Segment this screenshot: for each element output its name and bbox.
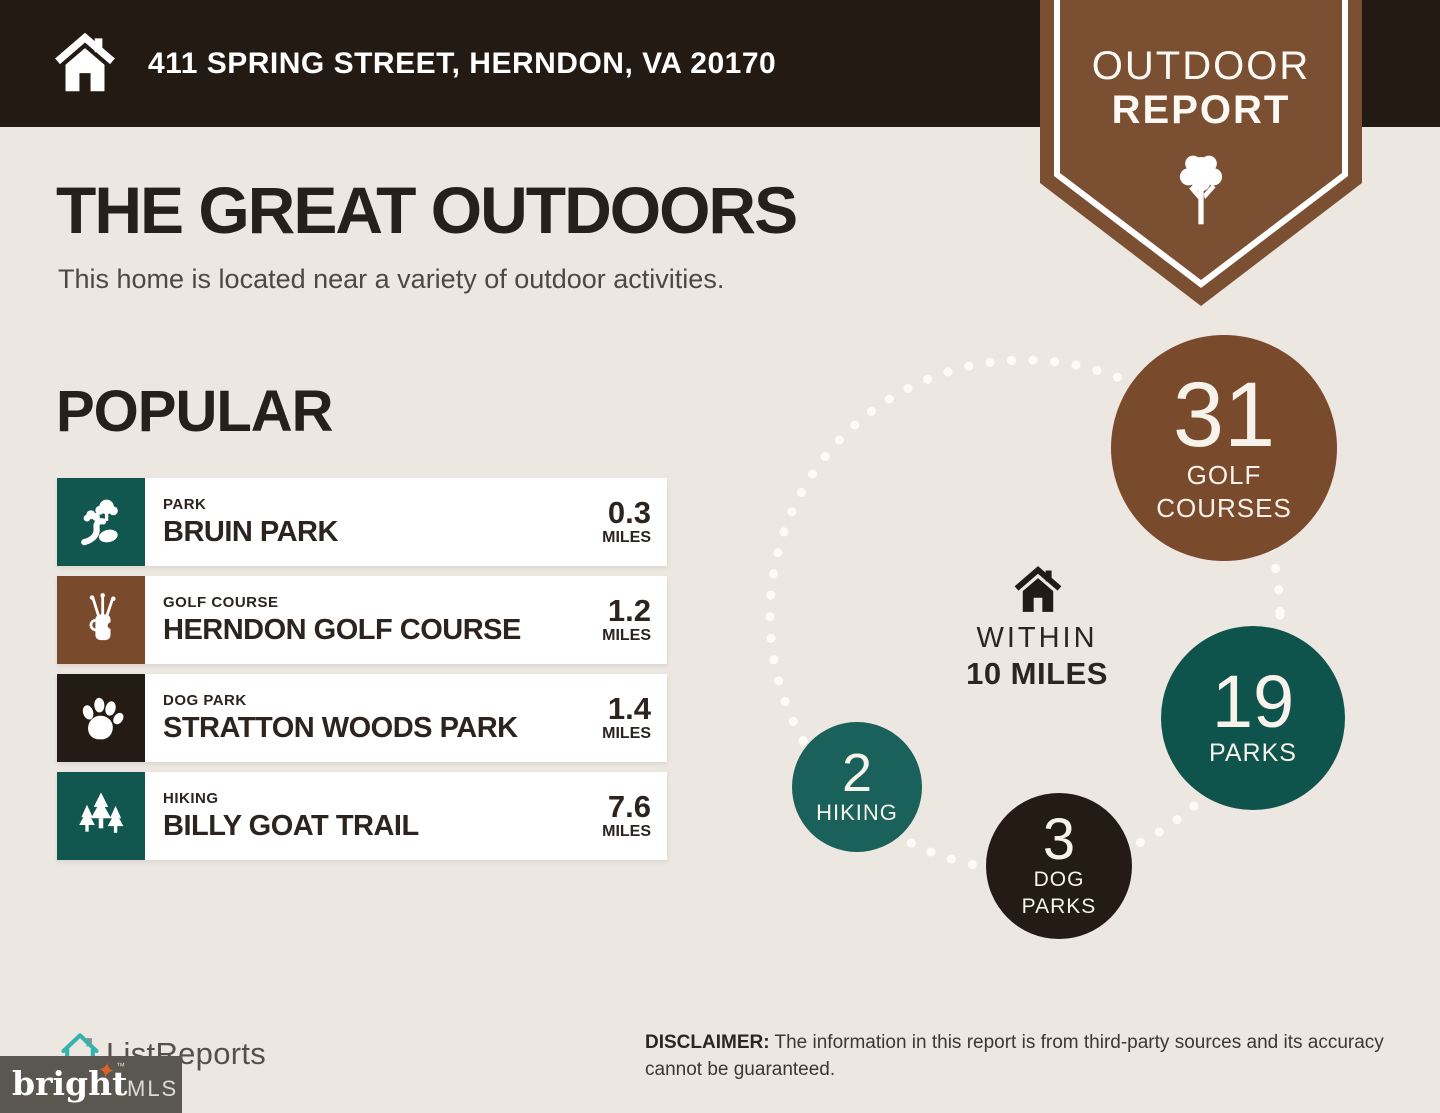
badge-line2: REPORT (1111, 88, 1291, 132)
stat-bubble-hiking: 2 HIKING (792, 722, 922, 852)
stat-bubble-golf-courses: 31 GOLF COURSES (1111, 335, 1337, 561)
stat-value: 19 (1211, 660, 1295, 744)
item-name: STRATTON WOODS PARK (163, 711, 518, 744)
pine-trees-icon (79, 792, 124, 833)
item-distance: 0.3 MILES (602, 494, 651, 546)
outdoor-report-badge: OUTDOOR REPORT (1040, 0, 1362, 310)
stat-label: DOG PARKS (1021, 868, 1097, 918)
star-icon: ✦ (95, 1056, 118, 1085)
park-icon (81, 499, 118, 546)
bright-mls-wordmark: bright (12, 1064, 128, 1103)
golf-bag-icon (89, 593, 116, 641)
item-name: BILLY GOAT TRAIL (163, 809, 419, 842)
stat-value: 2 (841, 742, 873, 803)
item-category: HIKING (163, 789, 219, 807)
stat-label: GOLF COURSES (1156, 460, 1292, 523)
item-name: HERNDON GOLF COURSE (163, 613, 521, 646)
trademark-symbol: ™ (116, 1061, 125, 1071)
stat-bubble-parks: 19 PARKS (1161, 626, 1345, 810)
list-item-hiking: HIKING BILLY GOAT TRAIL 7.6 MILES (57, 772, 667, 860)
stat-value: 3 (1042, 807, 1076, 873)
list-item-golf-course: GOLF COURSE HERNDON GOLF COURSE 1.2 MILE… (57, 576, 667, 664)
home-icon-center (1014, 566, 1062, 612)
stat-label: HIKING (816, 799, 898, 825)
badge-line1: OUTDOOR (1091, 44, 1311, 88)
stat-value: 31 (1172, 363, 1276, 466)
disclaimer-label: DISCLAIMER: (645, 1032, 770, 1053)
item-distance: 1.2 MILES (602, 592, 651, 644)
park-tile (57, 478, 145, 566)
bright-mls-logo: bright ✦ ™ MLS (0, 1056, 182, 1113)
tree-icon (1179, 155, 1223, 225)
paw-icon (82, 697, 124, 740)
home-icon (55, 32, 115, 92)
dog-park-tile (57, 674, 145, 762)
item-distance: 1.4 MILES (602, 690, 651, 742)
hiking-tile (57, 772, 145, 860)
item-category: GOLF COURSE (163, 593, 279, 611)
item-distance: 7.6 MILES (602, 788, 651, 840)
stat-bubble-dog-parks: 3 DOG PARKS (986, 793, 1132, 939)
within-miles: 10 MILES (966, 656, 1108, 691)
list-item-park: PARK BRUIN PARK 0.3 MILES (57, 478, 667, 566)
item-name: BRUIN PARK (163, 515, 338, 548)
page-title: THE GREAT OUTDOORS (56, 173, 798, 247)
page-subtitle: This home is located near a variety of o… (58, 264, 725, 294)
property-address: 411 SPRING STREET, HERNDON, VA 20170 (148, 46, 777, 80)
popular-heading: POPULAR (56, 379, 334, 444)
stat-label: PARKS (1209, 738, 1297, 767)
within-label: WITHIN (976, 622, 1098, 654)
dotted-radius-ring (765, 355, 1285, 875)
golf-tile (57, 576, 145, 664)
disclaimer: DISCLAIMER: The information in this repo… (645, 1030, 1395, 1084)
item-category: DOG PARK (163, 691, 247, 709)
disclaimer-text: The information in this report is from t… (645, 1032, 1384, 1080)
item-category: PARK (163, 495, 207, 513)
list-item-dog-park: DOG PARK STRATTON WOODS PARK 1.4 MILES (57, 674, 667, 762)
mls-suffix: MLS (127, 1076, 179, 1101)
